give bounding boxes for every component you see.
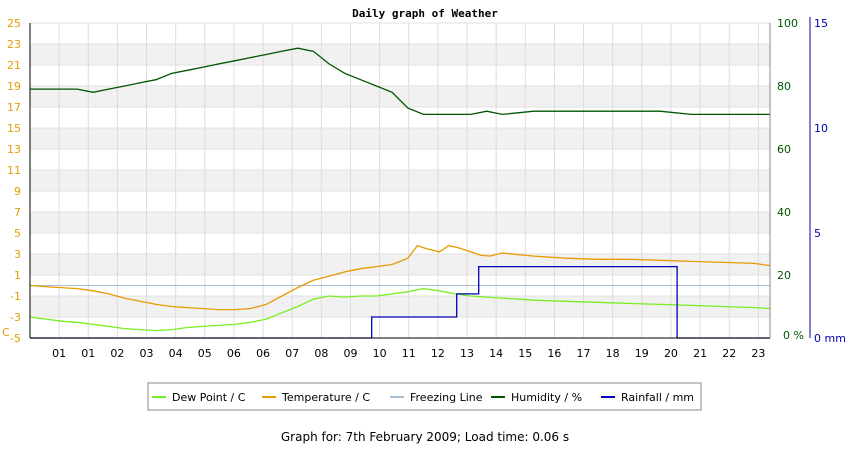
legend-label: Rainfall / mm xyxy=(621,391,694,404)
plot-band xyxy=(30,107,770,128)
x-tick-label: 15 xyxy=(518,347,532,360)
plot-band xyxy=(30,170,770,191)
rainfall-tick-label: 15 xyxy=(814,17,828,30)
x-tick-label: 16 xyxy=(547,347,561,360)
plot-band xyxy=(30,44,770,65)
series-rainfall-mm-line xyxy=(30,265,770,339)
x-tick-label: 20 xyxy=(664,347,678,360)
footer-text: Graph for: 7th February 2009; Load time:… xyxy=(280,430,570,444)
legend: Dew Point / C Temperature / C Freezing Lin… xyxy=(147,382,702,411)
left-tick-label: 11 xyxy=(7,164,21,177)
left-tick-label: 23 xyxy=(7,38,21,51)
humidity-tick-label: 100 xyxy=(777,17,798,30)
plot-band xyxy=(30,149,770,170)
rainfall-tick-label: 5 xyxy=(814,227,821,240)
left-tick-label: 1 xyxy=(14,269,21,282)
series-dew-point-c-line xyxy=(29,287,771,332)
x-tick-label: 01 xyxy=(81,347,95,360)
legend-label: Dew Point / C xyxy=(172,391,246,404)
plot-band xyxy=(30,317,770,338)
series-layer xyxy=(29,47,771,339)
left-tick-label: 3 xyxy=(14,248,21,261)
x-tick-label: 12 xyxy=(431,347,445,360)
plot-band xyxy=(30,65,770,86)
plot-band xyxy=(30,212,770,233)
x-tick-label: 06 xyxy=(227,347,241,360)
x-tick-label: 01 xyxy=(52,347,66,360)
legend-label: Freezing Line xyxy=(410,391,483,404)
humidity-tick-label: 60 xyxy=(777,143,791,156)
plot-band xyxy=(30,23,770,44)
x-tick-label: 18 xyxy=(606,347,620,360)
rainfall-tick-label: 0 mm xyxy=(814,332,846,345)
x-tick-label: 23 xyxy=(751,347,765,360)
axes xyxy=(29,23,771,339)
legend-label: Temperature / C xyxy=(281,391,370,404)
series-humidity-line xyxy=(30,47,770,116)
humidity-tick-label: 80 xyxy=(777,80,791,93)
x-tick-label: 04 xyxy=(169,347,183,360)
left-axis-unit: C xyxy=(2,326,10,339)
left-tick-label: -5 xyxy=(10,332,21,345)
x-tick-label: 11 xyxy=(402,347,416,360)
humidity-tick-label: 40 xyxy=(777,206,791,219)
left-tick-label: 9 xyxy=(14,185,21,198)
x-tick-label: 13 xyxy=(460,347,474,360)
left-axis-ticks: 25 23 21 19 17 15 13 11 9 7 5 3 1 -1 -3 -5C xyxy=(2,17,21,345)
plot-band xyxy=(30,128,770,149)
x-tick-label: 07 xyxy=(285,347,299,360)
plot-band xyxy=(30,233,770,254)
left-tick-label: 7 xyxy=(14,206,21,219)
x-axis-ticks: 01 01 02 03 04 05 06 06 07 08 09 10 11 12 13 14 15 16 17 18… xyxy=(52,347,765,360)
x-tick-label: 21 xyxy=(693,347,707,360)
chart-title: Daily graph of Weather xyxy=(352,7,498,20)
plot-band xyxy=(30,191,770,212)
legend-label: Humidity / % xyxy=(511,391,582,404)
left-tick-label: 13 xyxy=(7,143,21,156)
left-tick-label: 17 xyxy=(7,101,21,114)
x-tick-label: 08 xyxy=(314,347,328,360)
left-tick-label: 19 xyxy=(7,80,21,93)
x-tick-label: 06 xyxy=(256,347,270,360)
left-tick-label: 15 xyxy=(7,122,21,135)
rainfall-axis-ticks: 15 10 5 0 mm xyxy=(809,17,846,345)
x-tick-label: 19 xyxy=(635,347,649,360)
x-tick-label: 22 xyxy=(722,347,736,360)
humidity-axis-ticks: 100 80 60 40 20 0 % xyxy=(777,17,804,342)
rainfall-tick-label: 10 xyxy=(814,122,828,135)
left-tick-label: 21 xyxy=(7,59,21,72)
left-tick-label: -1 xyxy=(10,290,21,303)
humidity-tick-label: 20 xyxy=(777,269,791,282)
x-tick-label: 02 xyxy=(110,347,124,360)
x-tick-label: 17 xyxy=(577,347,591,360)
x-tick-label: 09 xyxy=(343,347,357,360)
plot-background xyxy=(30,23,770,338)
x-tick-label: 03 xyxy=(140,347,154,360)
series-temperature-c-line xyxy=(29,244,771,311)
x-tick-label: 14 xyxy=(489,347,503,360)
x-tick-label: 05 xyxy=(198,347,212,360)
grid-lines xyxy=(30,22,770,339)
plot-band xyxy=(30,296,770,317)
left-tick-label: 25 xyxy=(7,17,21,30)
humidity-zero-label: 0 % xyxy=(783,329,804,342)
plot-band xyxy=(30,254,770,275)
left-tick-label: -3 xyxy=(10,311,21,324)
plot-band xyxy=(30,86,770,107)
x-tick-label: 10 xyxy=(373,347,387,360)
left-tick-label: 5 xyxy=(14,227,21,240)
